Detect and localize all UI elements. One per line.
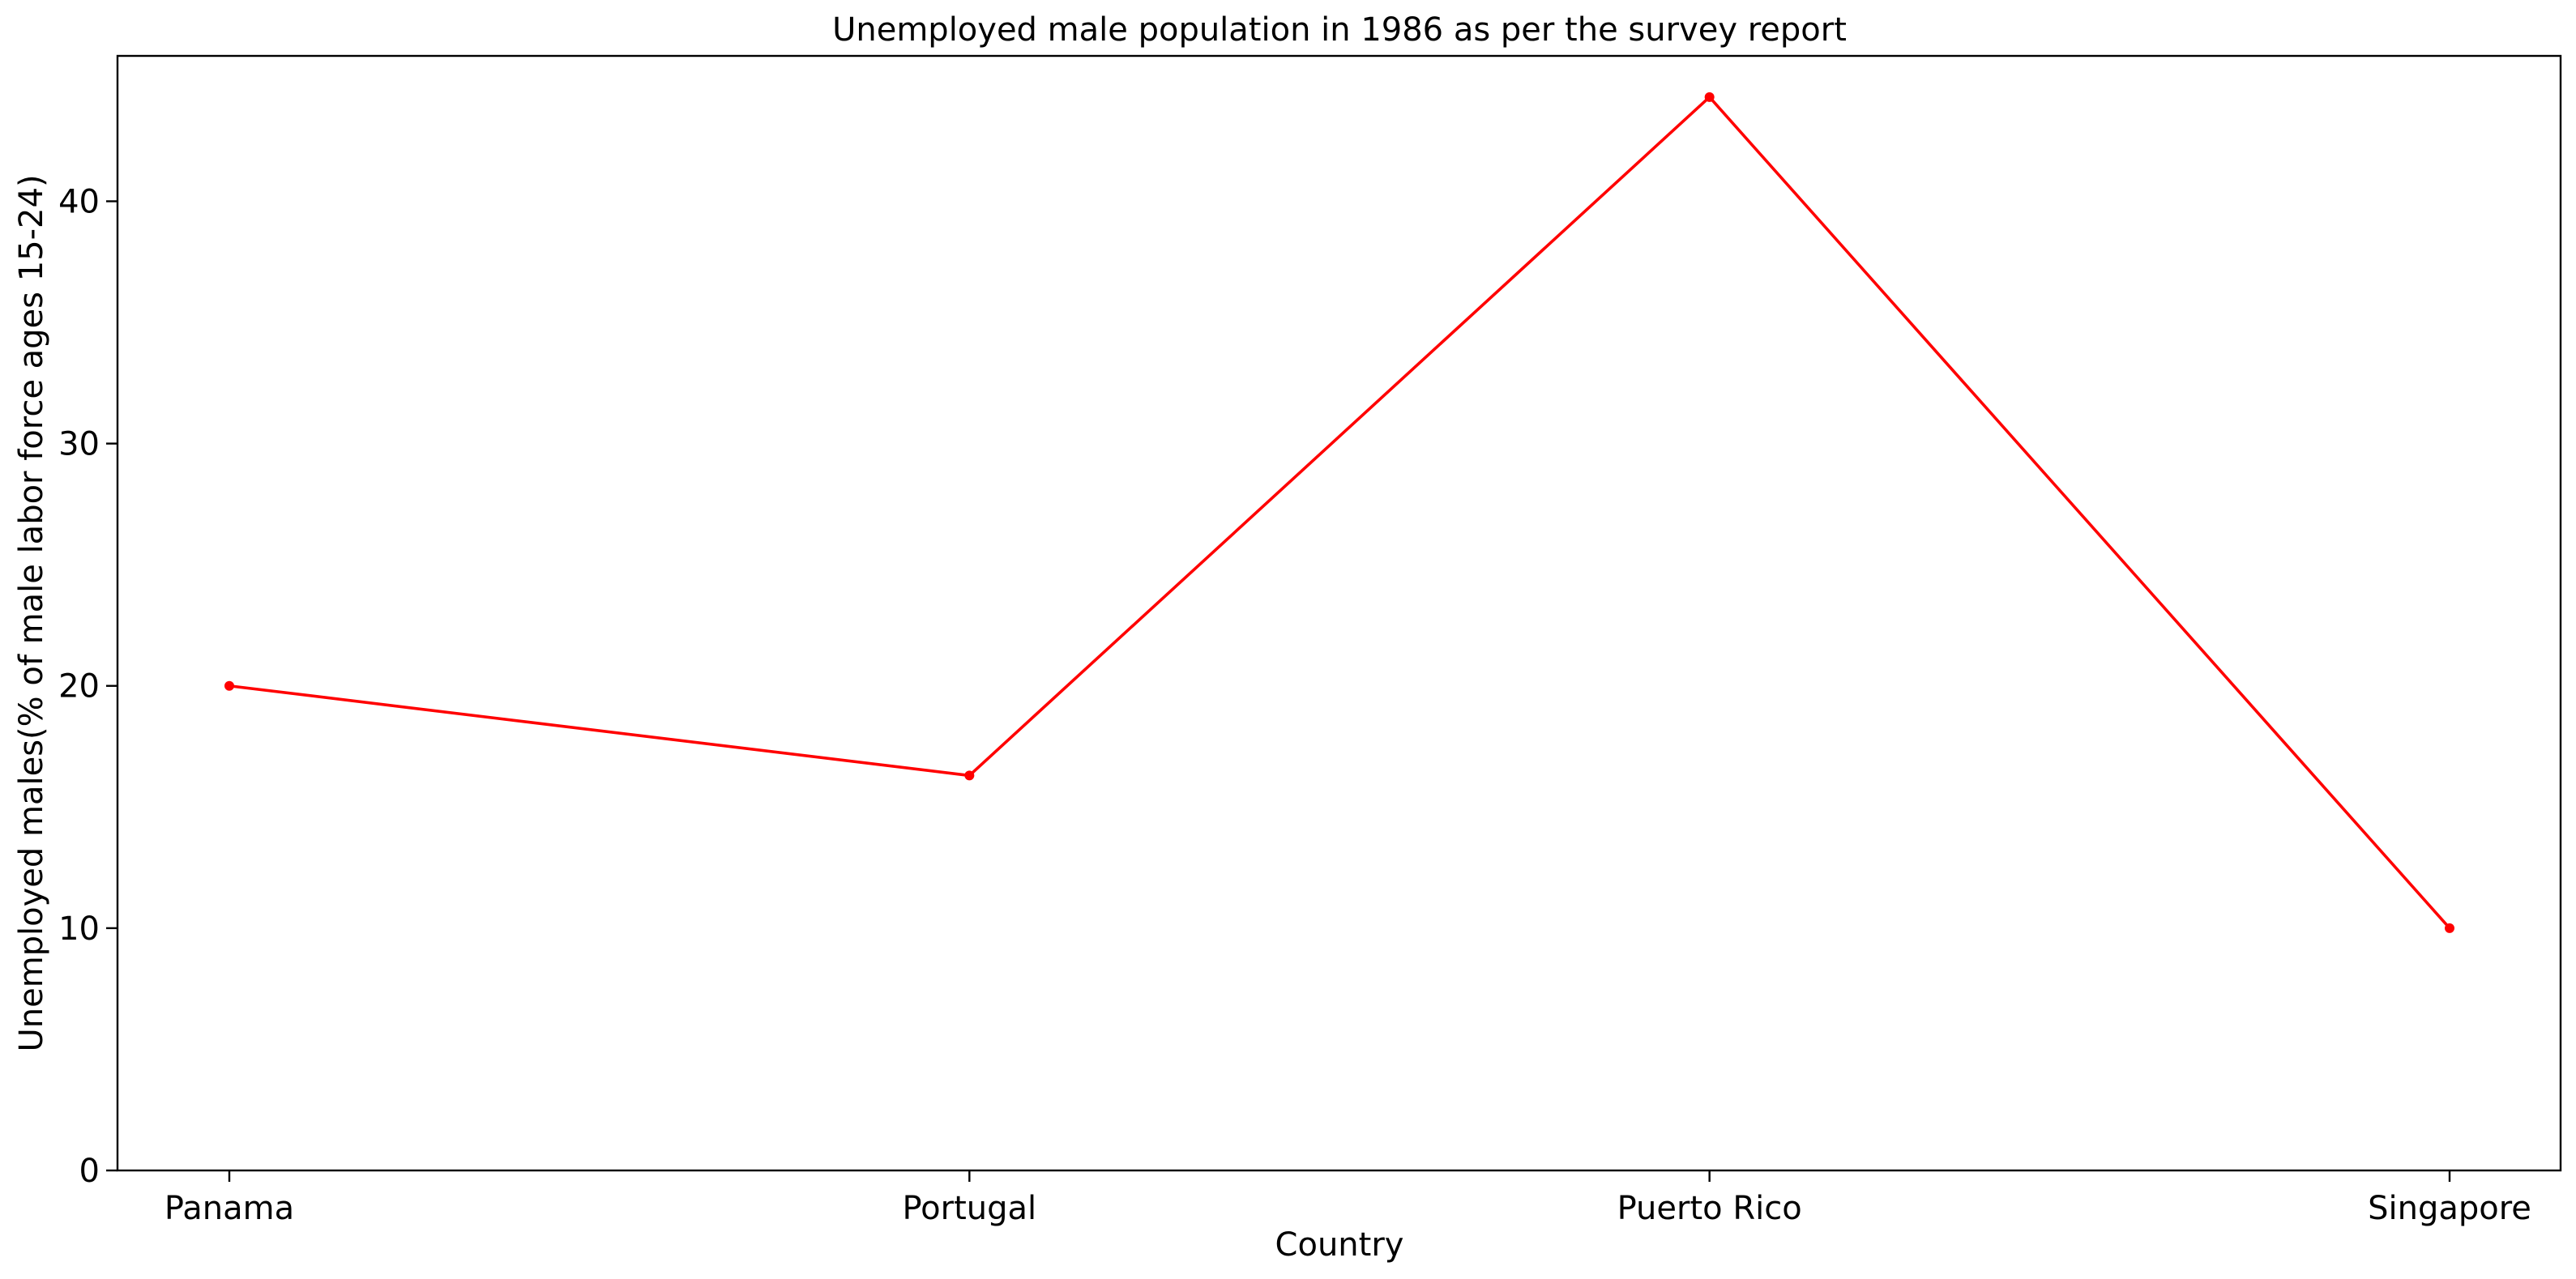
y-tick-label: 30 — [58, 426, 100, 463]
y-tick-label: 40 — [58, 183, 100, 220]
x-tick-label: Puerto Rico — [1617, 1190, 1802, 1227]
y-axis: 0 10 20 30 40 — [58, 183, 117, 1190]
data-point — [964, 770, 975, 781]
series-group — [224, 92, 2454, 933]
chart-title: Unemployed male population in 1986 as pe… — [832, 11, 1847, 49]
plot-area — [116, 54, 2562, 1172]
y-axis-label: Unemployed males(% of male labor force a… — [13, 174, 50, 1051]
y-tick-label: 20 — [58, 668, 100, 706]
series-line — [229, 96, 2451, 930]
y-tick-label: 10 — [58, 910, 100, 948]
axes-frame — [116, 54, 2562, 1172]
x-axis-label: Country — [1275, 1226, 1404, 1264]
data-point — [1704, 92, 1715, 102]
data-point — [224, 680, 234, 691]
x-tick-label: Singapore — [2368, 1190, 2531, 1227]
y-tick-label: 0 — [79, 1153, 100, 1190]
x-axis: Panama Portugal Puerto Rico Singapore — [164, 1170, 2531, 1227]
data-point — [2445, 923, 2454, 933]
x-tick-label: Portugal — [902, 1190, 1036, 1227]
x-tick-label: Panama — [164, 1190, 294, 1227]
